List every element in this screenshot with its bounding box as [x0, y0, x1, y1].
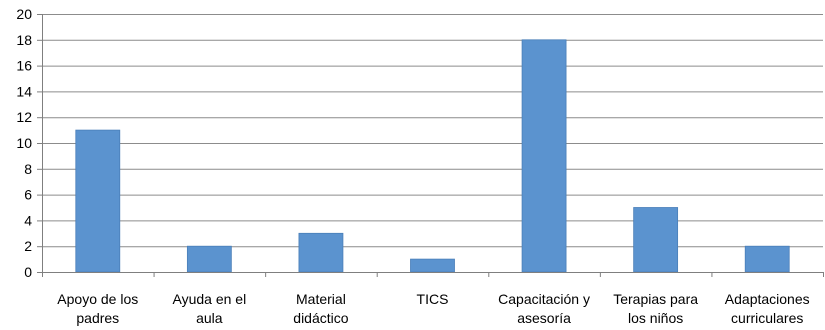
y-tick-label: 4 — [24, 212, 32, 228]
bar — [186, 245, 232, 273]
y-tick-label: 12 — [16, 109, 32, 125]
y-tick-label: 20 — [16, 6, 32, 22]
bar — [633, 207, 679, 273]
x-category-label: TICS — [417, 291, 449, 307]
y-tick-label: 0 — [24, 264, 32, 280]
x-category-label-line: didáctico — [293, 310, 348, 326]
x-category-label-line: Adaptaciones — [725, 291, 810, 307]
bar — [298, 232, 344, 273]
bar — [521, 39, 567, 273]
y-tick-label: 10 — [16, 135, 32, 151]
y-tick-label: 6 — [24, 187, 32, 203]
x-category-label: Ayuda en el aula — [173, 291, 247, 326]
x-category-label-line: Material — [296, 291, 346, 307]
bar — [744, 245, 790, 273]
x-category-label-line: Terapias para — [613, 291, 698, 307]
x-category-label-line: Ayuda en el — [173, 291, 247, 307]
x-category-label-line: TICS — [417, 291, 449, 307]
x-category-label-line: aula — [196, 310, 223, 326]
x-category-label-line: curriculares — [731, 310, 803, 326]
x-category-label-line: Apoyo de los — [57, 291, 138, 307]
x-category-label-line: asesoría — [517, 310, 571, 326]
x-category-label-line: padres — [76, 310, 119, 326]
y-axis-tick-labels: 0 2 4 6 8 10 12 14 16 18 20 — [16, 6, 32, 280]
x-category-label: Adaptaciones curriculares — [725, 291, 810, 326]
bar — [75, 129, 121, 273]
x-category-label: Apoyo de los padres — [57, 291, 138, 326]
y-tick-label: 2 — [24, 238, 32, 254]
bars — [75, 39, 790, 273]
gridlines — [42, 14, 823, 248]
x-category-label: Material didáctico — [293, 291, 348, 326]
x-axis-category-labels: Apoyo de los padres Ayuda en el aula Materia… — [57, 291, 809, 326]
y-tick-label: 16 — [16, 58, 32, 74]
y-tick-label: 8 — [24, 161, 32, 177]
bar — [410, 258, 455, 273]
x-category-label-line: Capacitación y — [498, 291, 590, 307]
x-category-label-line: los niños — [628, 310, 683, 326]
x-category-label: Terapias para los niños — [613, 291, 698, 326]
x-category-label: Capacitación y asesoría — [498, 291, 590, 326]
y-tick-label: 14 — [16, 83, 32, 99]
axes — [37, 14, 824, 277]
y-tick-label: 18 — [16, 32, 32, 48]
